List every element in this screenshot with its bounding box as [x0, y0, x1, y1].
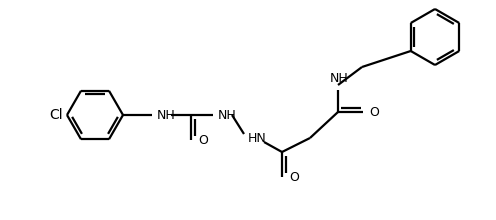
Text: HN: HN — [248, 132, 267, 145]
Text: O: O — [198, 134, 208, 147]
Text: Cl: Cl — [50, 108, 63, 122]
Text: NH: NH — [157, 108, 176, 121]
Text: O: O — [369, 106, 379, 119]
Text: NH: NH — [218, 108, 237, 121]
Text: O: O — [289, 170, 299, 183]
Text: NH: NH — [330, 72, 349, 85]
